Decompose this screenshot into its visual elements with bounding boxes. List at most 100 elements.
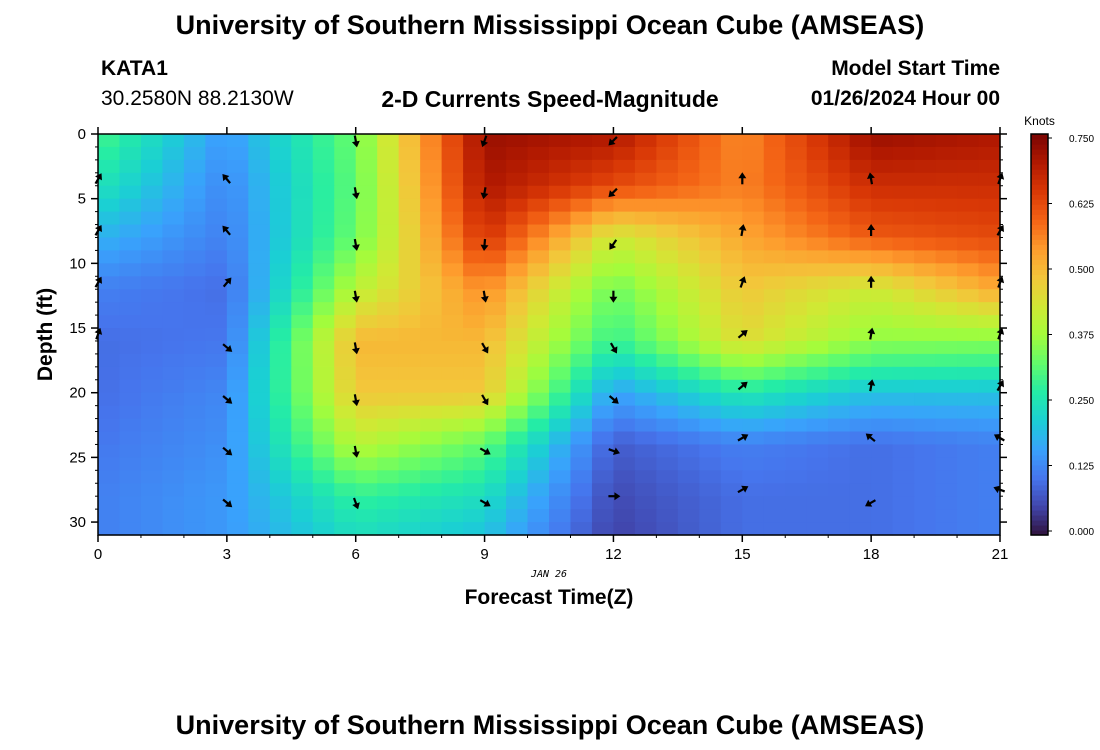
heatmap-cell <box>699 509 722 523</box>
colorbar-segment <box>1031 339 1048 346</box>
colorbar-segment <box>1031 439 1048 446</box>
vector-head <box>865 433 873 441</box>
heatmap-cell <box>699 185 722 200</box>
heatmap-cell <box>377 302 400 316</box>
heatmap-cell <box>806 328 829 342</box>
heatmap-cell <box>871 146 894 161</box>
heatmap-cell <box>119 457 142 471</box>
heatmap-cell <box>742 366 765 381</box>
heatmap-cell <box>785 366 808 381</box>
vector-head <box>481 346 489 354</box>
vector-head <box>351 244 360 251</box>
heatmap-cell <box>828 366 851 381</box>
heatmap-cell <box>441 457 464 471</box>
heatmap-cell <box>892 509 915 523</box>
heatmap-cell <box>763 224 786 239</box>
heatmap-cell <box>720 496 743 510</box>
heatmap-cell <box>140 522 164 536</box>
heatmap-cell <box>785 198 808 213</box>
heatmap-cell <box>570 366 593 381</box>
heatmap-cell <box>312 457 335 471</box>
heatmap-cell <box>183 146 206 161</box>
heatmap-cell <box>441 522 464 536</box>
heatmap-cell <box>549 470 572 484</box>
heatmap-cell <box>570 211 593 226</box>
heatmap-cell <box>506 379 529 394</box>
heatmap-cell <box>591 392 615 407</box>
heatmap-cell <box>720 328 743 342</box>
colorbar-segment <box>1031 359 1048 366</box>
heatmap-cell <box>312 353 335 368</box>
colorbar-segment <box>1031 499 1048 506</box>
heatmap-cell <box>957 185 980 200</box>
heatmap-cell <box>914 340 937 355</box>
heatmap-cell <box>720 289 743 303</box>
heatmap-cell <box>140 198 164 213</box>
heatmap-cell <box>355 211 378 226</box>
vector-head <box>225 344 233 352</box>
heatmap-cell <box>699 198 722 213</box>
heatmap-cell <box>763 185 786 200</box>
heatmap-cell <box>935 405 958 420</box>
vector-head <box>865 499 873 507</box>
heatmap-cell <box>463 328 486 342</box>
colorbar-segment <box>1031 229 1048 235</box>
heatmap-cell <box>398 250 421 264</box>
heatmap-cell <box>763 263 786 277</box>
heatmap-cell <box>98 418 121 433</box>
heatmap-cell <box>763 340 786 355</box>
vector-head <box>222 173 230 182</box>
heatmap-cell <box>334 237 357 252</box>
heatmap-cell <box>549 172 572 187</box>
heatmap-cell <box>140 224 164 239</box>
heatmap-cell <box>140 211 164 226</box>
heatmap-cell <box>871 353 894 368</box>
heatmap-cell <box>334 185 357 200</box>
heatmap-cell <box>312 185 335 200</box>
heatmap-cell <box>828 379 851 394</box>
heatmap-cell <box>892 418 915 433</box>
heatmap-cell <box>527 405 550 420</box>
heatmap-cell <box>183 509 206 523</box>
heatmap-cell <box>420 418 443 433</box>
heatmap-cell <box>656 405 679 420</box>
heatmap-cell <box>484 328 507 342</box>
heatmap-cell <box>656 496 679 510</box>
heatmap-cell <box>398 172 421 187</box>
colorbar-segment <box>1031 349 1048 356</box>
heatmap-cell <box>377 431 400 446</box>
heatmap-cell <box>248 302 271 316</box>
vector-head <box>741 434 749 441</box>
heatmap-cell <box>634 405 657 420</box>
heatmap-cell <box>978 159 1001 174</box>
heatmap-cell <box>119 263 142 277</box>
heatmap-cell <box>914 250 937 264</box>
heatmap-cell <box>763 315 786 329</box>
colorbar-segment <box>1031 404 1048 411</box>
heatmap-cell <box>720 470 743 484</box>
colorbar-segment <box>1031 474 1048 481</box>
heatmap-cell <box>226 302 249 316</box>
heatmap-cell <box>205 366 228 381</box>
heatmap-cell <box>355 470 378 484</box>
heatmap-cell <box>291 146 314 161</box>
heatmap-cell <box>742 418 765 433</box>
current-vector <box>738 224 747 237</box>
colorbar-tick-label: 0.000 <box>1069 527 1094 538</box>
current-vector <box>608 447 620 456</box>
heatmap-cell <box>613 340 636 355</box>
heatmap-cell <box>806 418 829 433</box>
heatmap-cell <box>484 444 507 458</box>
heatmap-cell <box>506 496 529 510</box>
heatmap-cell <box>806 289 829 303</box>
heatmap-cell <box>892 263 915 277</box>
heatmap-cell <box>871 418 894 433</box>
heatmap-cell <box>355 172 378 187</box>
heatmap-cell <box>527 289 550 303</box>
heatmap-cell <box>312 470 335 484</box>
heatmap-cell <box>871 198 894 213</box>
heatmap-cell <box>914 522 937 536</box>
heatmap-cell <box>527 457 550 471</box>
heatmap-cell <box>656 276 679 290</box>
heatmap-cell <box>763 289 786 303</box>
